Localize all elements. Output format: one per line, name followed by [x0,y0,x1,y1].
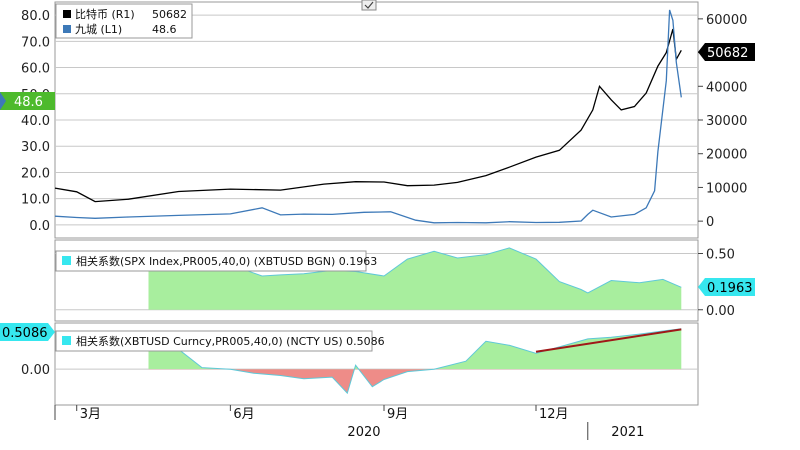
right-tick-label: 0 [706,215,714,230]
panel-bottom: 0.00 相关系数(XBTUSD Curncy,PR005,40,0) (NCT… [0,322,699,406]
legend-label-jiucheng: 九城 (L1) [75,23,122,36]
right-tick-label: 20000 [706,148,747,163]
area-corr-spx [148,247,682,310]
panel-middle-legend: 相关系数(SPX Index,PR005,40,0) (XBTUSD BGN) … [55,250,377,272]
left-tick-label: 80.0 [21,9,50,24]
left-tick-label: 70.0 [21,35,50,50]
right-value-badge-text: 50682 [707,46,748,61]
left-tick-label: 40.0 [21,114,50,129]
right-tick-label: 40000 [706,80,747,95]
left-tick-label: 20.0 [21,166,50,181]
middle-tick-label: 0.00 [706,304,735,319]
trend-line [535,328,682,353]
middle-tick-label: 0.50 [706,248,735,263]
x-month-label: 9月 [387,407,408,422]
x-month-label: 3月 [80,407,101,422]
x-year-label: 2020 [347,425,380,440]
panel-middle: 0.50 0.00 相关系数(SPX Index,PR005,40,0) (XBT… [54,239,755,322]
panel-middle-series [148,247,682,310]
panel-middle-right-axis: 0.50 0.00 [698,248,735,319]
legend-swatch-btc [63,10,71,18]
legend-value-jiucheng: 48.6 [152,23,177,36]
legend-label-btc: 比特币 (R1) [75,7,135,21]
left-tick-label: 60.0 [21,62,50,77]
left-tick-label: 0.0 [29,219,50,234]
line-corr-spx [148,247,682,294]
left-tick-label: 10.0 [21,193,50,208]
legend-swatch-jiucheng [63,25,71,33]
panel-bottom-left-axis: 0.00 [21,363,50,378]
x-month-label: 12月 [539,407,569,422]
bottom-left-value-badge-text: 0.5086 [2,326,48,341]
series-line-jiucheng [54,9,682,224]
panel-top-series [54,9,682,224]
area-corr-ncty-negative [148,369,682,394]
left-tick-label: 30.0 [21,140,50,155]
x-axis: 3月 6月 9月 12月 2020 2021 [54,405,644,440]
left-value-badge-text: 48.6 [14,95,43,110]
series-line-btc [54,28,682,203]
left-value-badge: 48.6 [0,92,55,110]
legend-swatch-corr-ncty [62,336,71,345]
panel-top-left-axis: 80.070.060.050.040.030.020.010.00.0 [21,9,50,234]
middle-value-badge: 0.1963 [698,278,755,296]
bottom-left-value-badge: 0.5086 [0,323,55,341]
x-month-label: 6月 [233,407,254,422]
area-corr-ncty-positive [148,328,682,370]
bottom-tick-label: 0.00 [21,363,50,378]
panel-bottom-legend: 相关系数(XBTUSD Curncy,PR005,40,0) (NCTY US)… [55,330,385,352]
legend-label-corr-ncty: 相关系数(XBTUSD Curncy,PR005,40,0) (NCTY US)… [76,334,385,348]
middle-value-badge-text: 0.1963 [707,281,753,296]
right-tick-label: 60000 [706,13,747,28]
panel-top-legend: 比特币 (R1) 50682 九城 (L1) 48.6 [55,3,193,39]
legend-swatch-corr-spx [62,256,71,265]
x-year-label: 2021 [611,425,644,440]
right-tick-label: 10000 [706,181,747,196]
right-value-badge: 50682 [698,43,755,61]
line-corr-ncty [148,328,682,395]
panel-bottom-series [148,328,682,395]
chart-settings-icon[interactable] [361,0,377,11]
legend-label-corr-spx: 相关系数(SPX Index,PR005,40,0) (XBTUSD BGN) … [76,254,377,268]
legend-value-btc: 50682 [152,8,187,21]
right-tick-label: 30000 [706,114,747,129]
panel-top: 80.070.060.050.040.030.020.010.00.0 6000… [0,0,755,239]
